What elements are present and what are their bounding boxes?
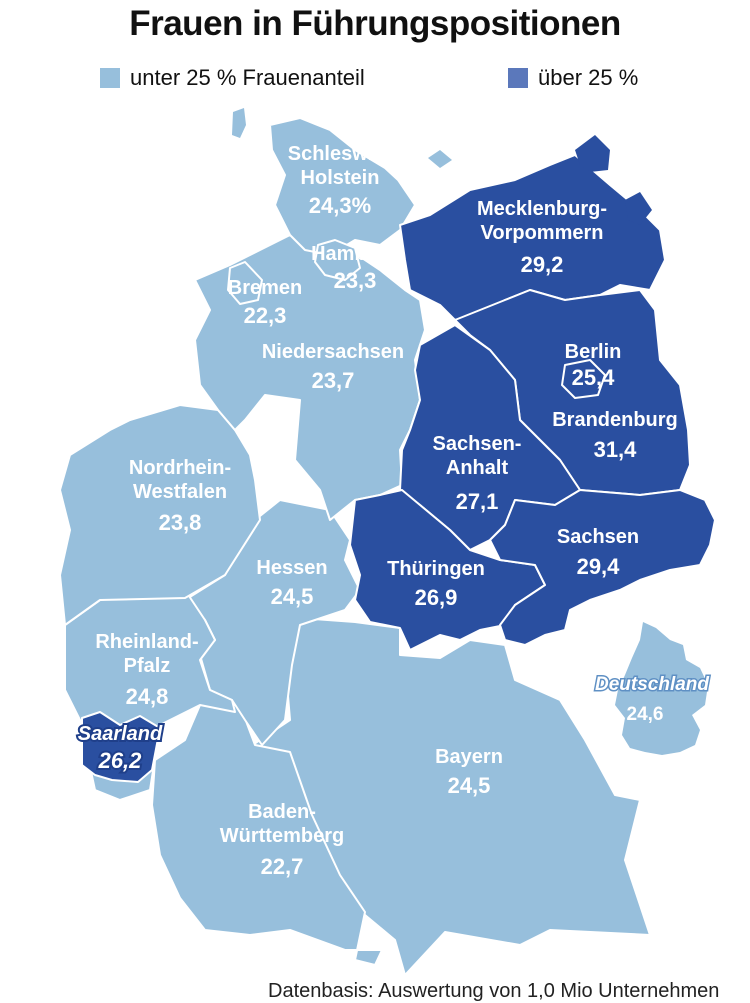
region-label-bw: Baden-Württemberg 22,7 — [220, 801, 344, 879]
region-label-th: Thüringen 26,9 — [387, 558, 485, 610]
region-shape-mecklenburg-vorpommern[interactable] — [399, 154, 666, 321]
region-label-by: Bayern 24,5 — [435, 746, 503, 798]
region-label-ni: Niedersachsen 23,7 — [262, 341, 404, 393]
legend-item-high: über 25 % — [508, 64, 638, 92]
region-name-th: Thüringen — [387, 558, 485, 580]
region-shape-schleswig-holstein[interactable] — [269, 117, 416, 256]
region-value-hh: 23,3 — [334, 268, 377, 293]
region-shape-berlin[interactable] — [561, 359, 606, 399]
region-name-mv: Mecklenburg-Vorpommern — [477, 198, 607, 244]
region-value-be: 25,4 — [572, 365, 616, 390]
region-name-bw: Baden-Württemberg — [220, 801, 344, 847]
national-inset: Deutschland 24,6 — [593, 622, 711, 755]
region-value-by: 24,5 — [448, 773, 491, 798]
region-label-rp: Rheinland-Pfalz 24,8 — [95, 631, 198, 709]
legend-swatch-low — [100, 68, 120, 88]
region-shape-hamburg[interactable] — [314, 239, 361, 281]
labels-layer: Schleswig-Holstein 24,3% Hamburg 23,3 Bremen… — [76, 143, 678, 879]
region-name-by: Bayern — [435, 746, 503, 768]
national-name: Deutschland — [595, 674, 709, 695]
region-label-bb: Brandenburg 31,4 — [552, 409, 678, 462]
region-label-hh: Hamburg 23,3 — [311, 243, 399, 293]
germany-inset-shape — [615, 622, 708, 755]
region-shape-saarland[interactable] — [81, 711, 161, 783]
regions-layer — [59, 117, 716, 976]
region-label-sh: Schleswig-Holstein 24,3% — [288, 143, 392, 218]
island-ruegen — [575, 135, 610, 172]
region-shape-nordrhein-westfalen[interactable] — [59, 404, 261, 626]
region-name-nw: Nordrhein-Westfalen — [129, 457, 231, 503]
national-value: 24,6 — [627, 704, 664, 725]
legend-label-high: über 25 % — [538, 65, 639, 90]
region-name-hb: Bremen — [228, 277, 302, 299]
region-name-bb: Brandenburg — [552, 409, 678, 431]
footer-note: Datenbasis: Auswertung von 1,0 Mio Unter… — [268, 980, 720, 1002]
region-value-th: 26,9 — [415, 585, 458, 610]
region-value-nw: 23,8 — [159, 510, 202, 535]
island-usedom — [625, 192, 652, 225]
region-value-sh: 24,3% — [309, 193, 371, 218]
region-label-st: Sachsen-Anhalt 27,1 — [433, 433, 522, 514]
region-label-mv: Mecklenburg-Vorpommern 29,2 — [477, 198, 607, 277]
region-name-st: Sachsen-Anhalt — [433, 433, 522, 479]
region-name-sl: Saarland — [78, 723, 163, 745]
region-label-hb: Bremen 22,3 — [228, 277, 302, 328]
region-shape-bremen[interactable] — [227, 261, 263, 305]
region-label-sn: Sachsen 29,4 — [557, 526, 639, 579]
region-name-sh: Schleswig-Holstein — [288, 143, 392, 189]
region-value-bb: 31,4 — [594, 437, 638, 462]
region-name-hh: Hamburg — [311, 243, 399, 265]
region-value-ni: 23,7 — [312, 368, 355, 393]
region-name-sn: Sachsen — [557, 526, 639, 548]
legend-item-low: unter 25 % Frauenanteil — [100, 64, 365, 92]
region-label-sl: Saarland 26,2 — [76, 721, 165, 775]
region-label-nw: Nordrhein-Westfalen 23,8 — [129, 457, 231, 535]
region-value-rp: 24,8 — [126, 684, 169, 709]
islands-layer — [232, 108, 652, 225]
region-value-sl: 26,2 — [98, 748, 143, 773]
region-value-mv: 29,2 — [521, 252, 564, 277]
region-value-st: 27,1 — [456, 489, 499, 514]
region-name-rp: Rheinland-Pfalz — [95, 631, 198, 677]
region-value-hb: 22,3 — [244, 303, 287, 328]
region-value-he: 24,5 — [271, 584, 314, 609]
legend-label-low: unter 25 % Frauenanteil — [130, 65, 365, 90]
region-label-he: Hessen 24,5 — [256, 557, 327, 609]
region-value-sn: 29,4 — [577, 554, 621, 579]
region-name-he: Hessen — [256, 557, 327, 579]
island-sylt — [232, 108, 246, 138]
island-fehmarn — [428, 150, 452, 168]
region-shape-sachsen[interactable] — [489, 489, 716, 646]
region-value-bw: 22,7 — [261, 854, 304, 879]
region-name-be: Berlin — [565, 341, 622, 363]
legend-swatch-high — [508, 68, 528, 88]
region-name-ni: Niedersachsen — [262, 341, 404, 363]
map-title: Frauen in Führungspositionen — [129, 4, 621, 43]
